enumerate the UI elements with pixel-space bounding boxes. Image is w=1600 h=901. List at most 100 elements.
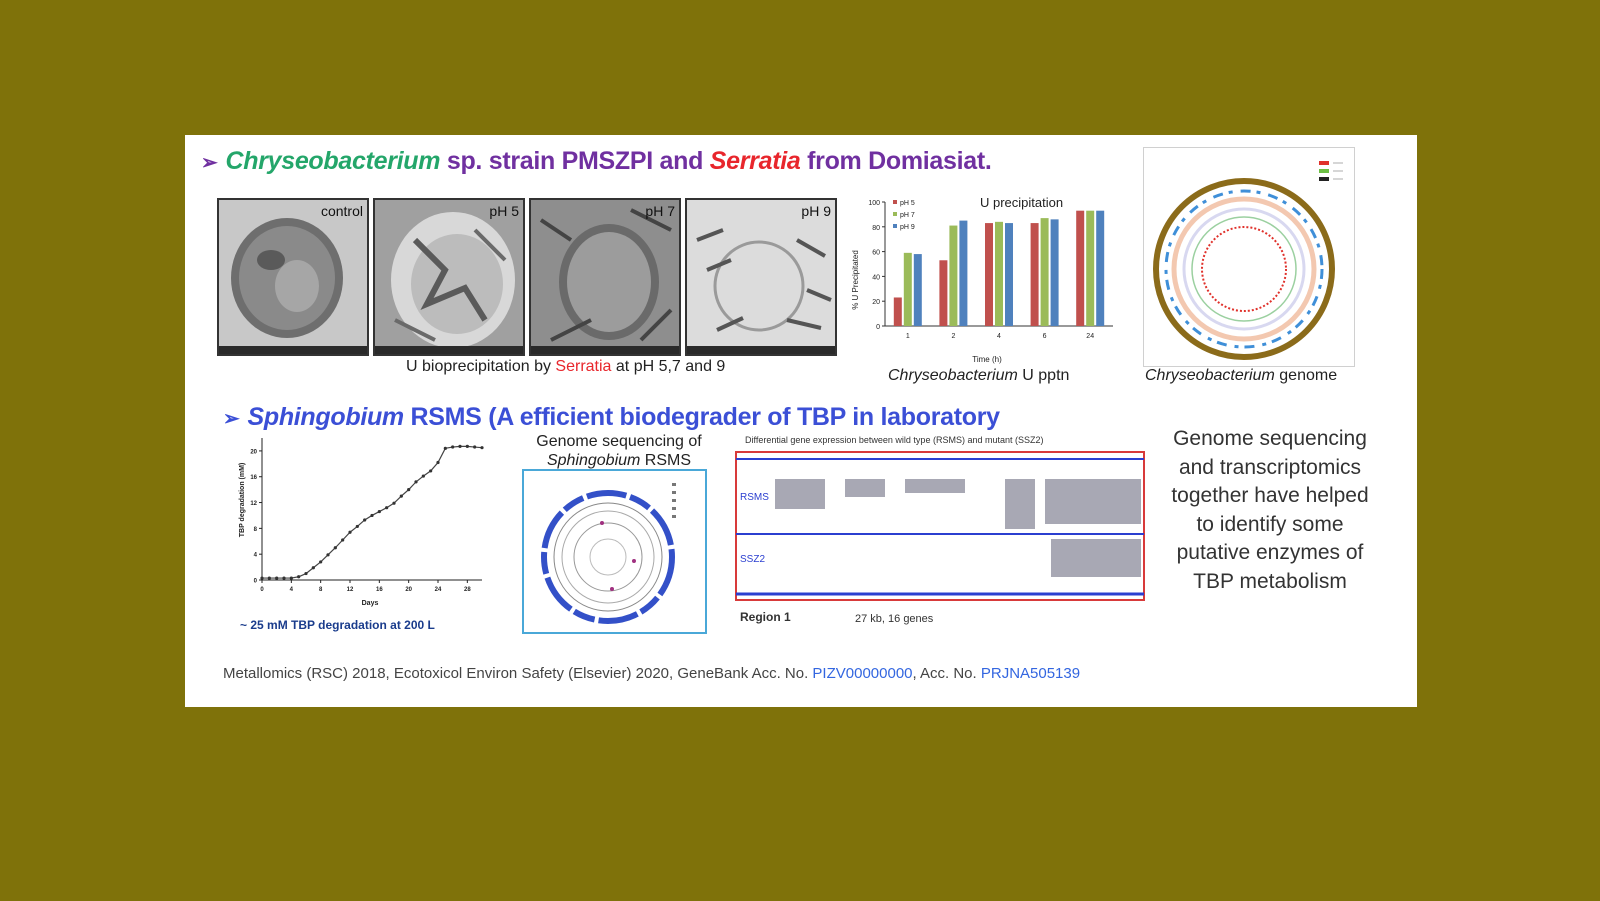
footer-text-2: , Acc. No. (912, 665, 981, 682)
scale-bar (375, 346, 523, 354)
data-point (392, 501, 396, 505)
bar (1086, 210, 1095, 326)
data-point (370, 513, 374, 518)
tem-image-control: control (217, 198, 369, 356)
data-point (267, 576, 271, 580)
chart-y-label: % U Precipitated (851, 250, 860, 310)
tem-image-ph7: pH 7 (529, 198, 681, 356)
y-tick-label: 0 (876, 324, 880, 331)
data-point (260, 576, 264, 580)
y-tick-label: 20 (250, 449, 257, 455)
data-point (385, 506, 389, 510)
legend-label: pH 9 (900, 224, 915, 231)
tem-label-control: control (320, 203, 363, 219)
micrograph-ph7-image (531, 200, 679, 354)
bar (1096, 210, 1105, 326)
legend-swatch (893, 212, 897, 216)
y-tick-label: 12 (250, 501, 257, 507)
footer-text-1: Metallomics (RSC) 2018, Ecotoxicol Envir… (223, 665, 813, 682)
micrograph-ph5-image (375, 200, 523, 354)
accession-link-2[interactable]: PRJNA505139 (980, 665, 1081, 682)
bar (913, 254, 922, 326)
data-point (341, 538, 345, 542)
footer-citation: Metallomics (RSC) 2018, Ecotoxicol Envir… (223, 665, 1080, 682)
tem-caption-pre: U bioprecipitation by (406, 358, 556, 375)
tem-caption: U bioprecipitation by Serratia at pH 5,7… (406, 358, 725, 376)
bar (1076, 210, 1085, 326)
x-tick-label: 24 (1086, 333, 1094, 340)
genome-caption-post: genome (1274, 367, 1338, 384)
bar (985, 223, 993, 326)
micrograph-ph9-image (687, 200, 835, 354)
scale-bar (531, 346, 679, 354)
x-tick-label: 20 (405, 587, 412, 593)
x-tick-label: 4 (997, 333, 1001, 340)
bar (1050, 219, 1059, 326)
tem-label-ph9: pH 9 (801, 203, 831, 219)
region-info: 27 kb, 16 genes (855, 613, 934, 625)
chart-bars (893, 210, 1105, 326)
data-point (473, 445, 477, 449)
chryseobacterium-genome-map (1143, 147, 1355, 367)
expression-title: Differential gene expression between wil… (745, 435, 1044, 445)
tbp-degradation-chart: 0 4 8 12 16 20 0 4 8 12 16 20 24 28 Days TBP degradat… (239, 438, 484, 607)
bar (1040, 218, 1049, 326)
genome-seq-caption-genus: Sphingobium (546, 452, 641, 469)
y-tick-label: 100 (868, 200, 880, 207)
series-line (262, 445, 483, 579)
bar (1005, 223, 1013, 326)
data-point (275, 576, 279, 580)
data-point (458, 444, 462, 448)
legend-label: pH 5 (900, 200, 915, 207)
tem-label-ph5: pH 5 (489, 203, 519, 219)
bar-caption-post: U pptn (1017, 367, 1070, 384)
data-point (304, 571, 308, 576)
bar (949, 225, 958, 326)
heading-2-tail: RSMS (A efficient biodegrader of TBP in … (403, 403, 1001, 431)
bar-caption-genus: Chryseobacterium (888, 367, 1018, 384)
y-tick-label: 20 (872, 299, 880, 306)
data-point (414, 480, 418, 484)
x-tick-label: 1 (906, 333, 910, 340)
legend-label: pH 7 (900, 212, 915, 219)
micrograph-control-image (219, 200, 367, 354)
genome-seq-caption: Genome sequencing of Sphingobium RSMS (519, 432, 719, 470)
data-point (407, 488, 411, 492)
tem-label-ph7: pH 7 (645, 203, 675, 219)
x-tick-label: 8 (319, 587, 323, 593)
bar (903, 252, 912, 326)
data-point (355, 524, 359, 529)
x-tick-label: 2 (951, 333, 955, 340)
x-tick-label: 0 (260, 587, 264, 593)
bar (939, 260, 948, 326)
region-label: Region 1 (740, 610, 791, 624)
slide: ➢ Chryseobacterium sp. strain PMSZPI and … (185, 135, 1417, 707)
genome-seq-caption-line1: Genome sequencing of (536, 433, 702, 450)
y-tick-label: 80 (872, 225, 880, 232)
y-tick-label: 4 (254, 553, 258, 559)
genome-caption-genus: Chryseobacterium (1145, 367, 1275, 384)
genome-seq-caption-post: RSMS (640, 452, 692, 469)
x-tick-label: 16 (376, 587, 383, 593)
tem-image-ph5: pH 5 (373, 198, 525, 356)
accession-link-1[interactable]: PIZV00000000 (812, 665, 913, 682)
data-point (319, 560, 323, 564)
arrow-bullet-icon: ➢ (223, 408, 240, 430)
legend-swatch (893, 200, 897, 204)
tem-image-ph9: pH 9 (685, 198, 837, 356)
x-tick-label: 12 (347, 587, 354, 593)
expression-tracks (735, 451, 1145, 601)
chart-series (260, 444, 484, 580)
chart-x-label: Days (362, 600, 379, 607)
data-point (480, 446, 484, 450)
scale-bar (687, 346, 835, 354)
heading-1-mid: sp. strain PMSZPI and (440, 147, 710, 175)
heading-2: ➢ Sphingobium RSMS (A efficient biodegrad… (223, 403, 1000, 432)
genus-sphingobium: Sphingobium (247, 403, 404, 431)
y-tick-label: 8 (254, 527, 258, 533)
track-label-rsms: RSMS (740, 492, 769, 503)
bar (1030, 223, 1039, 326)
data-point (297, 575, 301, 579)
